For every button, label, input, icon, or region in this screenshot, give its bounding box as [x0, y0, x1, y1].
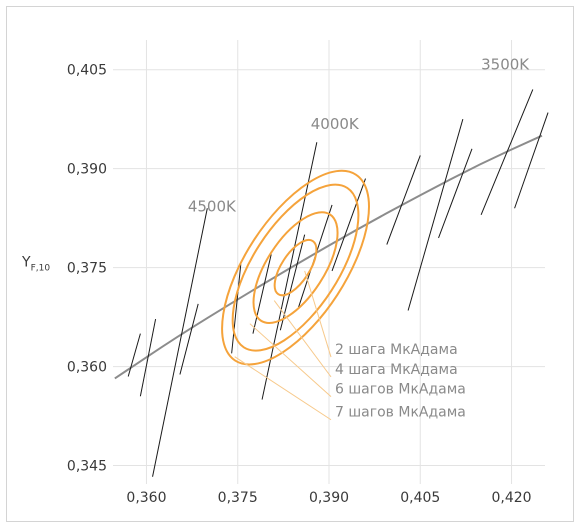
isotherm-line-9 [331, 178, 366, 272]
macadam-ellipse-layer [221, 169, 370, 366]
x-tick-label-1: 0,375 [218, 490, 258, 506]
y-tick-label-4: 0,345 [67, 459, 107, 475]
leader-line-layer [234, 270, 332, 421]
x-tick-label-0: 0,360 [126, 490, 166, 506]
x-tick-label-4: 0,420 [491, 490, 531, 506]
y-axis-label: YF,10 [21, 255, 50, 274]
cct-label-3: 3500K [481, 56, 530, 74]
isotherm-line-2 [139, 318, 157, 397]
isotherm-layer [127, 89, 549, 477]
y-tick-label-1: 0,390 [67, 162, 107, 178]
macadam-ellipse-4 [221, 169, 370, 366]
x-tick-label-2: 0,390 [309, 490, 349, 506]
axis-layer: 0,405 0,390 0,375 0,360 0,345 0,360 0,375 0,390… [21, 63, 532, 506]
isotherm-line-5 [252, 254, 272, 334]
planckian-locus-curve [114, 134, 543, 380]
isotherm-line-0 [152, 208, 208, 477]
macadam-ellipse-1 [273, 238, 318, 297]
isotherm-line-6 [261, 142, 318, 400]
ellipse-label-1: 2 шага МкАдама [335, 342, 458, 358]
y-tick-label-3: 0,360 [67, 360, 107, 376]
cct-label-2: 4000K [311, 115, 360, 133]
grid-lines [113, 40, 545, 484]
ellipse-label-2: 4 шага МкАдама [335, 362, 458, 378]
cct-label-1: 4500K [188, 198, 237, 216]
leader-line-2 [273, 300, 332, 378]
isotherm-line-1 [127, 333, 141, 377]
isotherm-line-3 [179, 303, 199, 375]
isotherm-line-11 [407, 119, 464, 311]
ellipse-label-4: 7 шагов МкАдама [335, 405, 466, 421]
planckian-locus-layer [114, 134, 543, 380]
isotherm-line-13 [480, 89, 534, 216]
isotherm-line-4 [231, 264, 242, 354]
y-tick-label-0: 0,405 [67, 63, 107, 79]
isotherm-line-14 [514, 112, 549, 209]
leader-line-1 [304, 270, 332, 358]
isotherm-line-12 [438, 148, 473, 239]
ellipse-label-3: 6 шагов МкАдама [335, 382, 466, 398]
macadam-ellipse-2 [252, 211, 339, 324]
y-tick-label-2: 0,375 [67, 261, 107, 277]
macadam-ellipse-3 [231, 183, 360, 352]
chart-frame [6, 6, 574, 522]
isotherm-line-10 [386, 155, 421, 245]
label-layer: 2 шага МкАдама 4 шага МкАдама 6 шагов МкАд… [188, 56, 530, 421]
leader-line-4 [234, 356, 332, 421]
leader-line-3 [249, 323, 332, 398]
x-tick-label-3: 0,405 [400, 490, 440, 506]
